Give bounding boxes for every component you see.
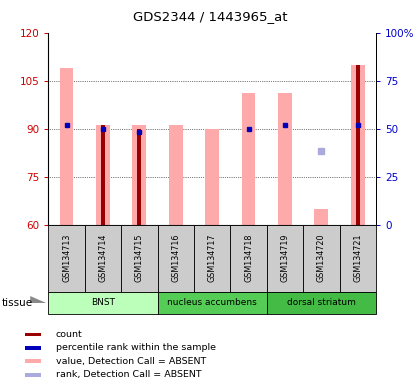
Bar (303, 225, 339, 292)
Bar (267, 292, 376, 314)
Bar (278, 93, 292, 225)
Bar (158, 292, 267, 314)
Bar (205, 129, 219, 225)
Bar (356, 65, 360, 225)
Text: nucleus accumbens: nucleus accumbens (167, 298, 257, 308)
Bar (121, 225, 158, 292)
Text: count: count (56, 330, 82, 339)
Text: rank, Detection Call = ABSENT: rank, Detection Call = ABSENT (56, 370, 202, 379)
Bar (25, 359, 41, 363)
Bar (25, 372, 41, 377)
Bar (351, 65, 365, 225)
Bar (230, 225, 267, 292)
Polygon shape (30, 296, 46, 303)
Text: GSM134721: GSM134721 (353, 234, 362, 283)
Bar (101, 126, 105, 225)
Bar (194, 225, 230, 292)
Bar (132, 126, 146, 225)
Text: GSM134716: GSM134716 (171, 234, 180, 282)
Text: percentile rank within the sample: percentile rank within the sample (56, 343, 216, 353)
Bar (267, 225, 303, 292)
Bar (137, 129, 141, 225)
Bar (48, 292, 158, 314)
Bar (85, 225, 121, 292)
Text: tissue: tissue (2, 298, 33, 308)
Text: GSM134718: GSM134718 (244, 234, 253, 282)
Bar (48, 225, 85, 292)
Bar (169, 126, 183, 225)
Text: dorsal striatum: dorsal striatum (287, 298, 356, 308)
Bar (96, 126, 110, 225)
Text: GSM134715: GSM134715 (135, 234, 144, 283)
Text: GSM134717: GSM134717 (207, 234, 217, 283)
Bar (25, 333, 41, 336)
Text: BNST: BNST (91, 298, 115, 308)
Text: GSM134714: GSM134714 (98, 234, 108, 282)
Bar (60, 68, 74, 225)
Text: GSM134713: GSM134713 (62, 234, 71, 282)
Text: GSM134720: GSM134720 (317, 234, 326, 283)
Bar (25, 346, 41, 350)
Bar (339, 225, 376, 292)
Bar (315, 209, 328, 225)
Bar (241, 93, 255, 225)
Text: GSM134719: GSM134719 (281, 234, 289, 283)
Text: GDS2344 / 1443965_at: GDS2344 / 1443965_at (133, 10, 287, 23)
Text: value, Detection Call = ABSENT: value, Detection Call = ABSENT (56, 357, 206, 366)
Bar (158, 225, 194, 292)
